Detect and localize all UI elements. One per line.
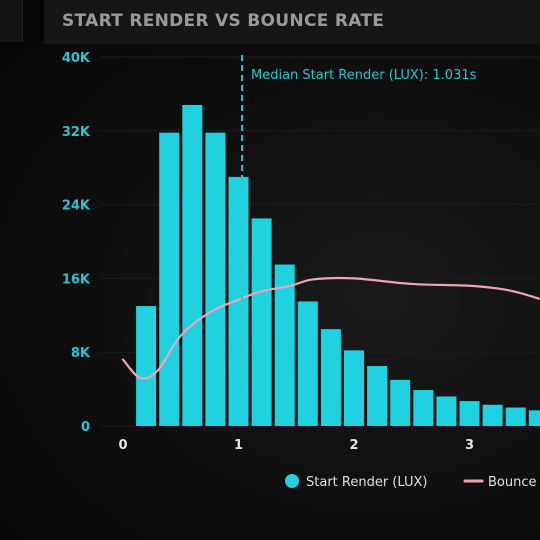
histogram-bar: [228, 176, 249, 426]
line-layer: [121, 276, 540, 380]
histogram-bar: [482, 404, 503, 426]
y-tick-label: 40K: [62, 51, 91, 66]
y-tick-label: 16K: [62, 272, 91, 287]
y-tick-label: 32K: [62, 125, 91, 140]
histogram-bar: [251, 218, 272, 426]
histogram-bar: [344, 350, 364, 426]
left-panel-edge: [0, 0, 23, 42]
histogram-bar: [136, 306, 157, 426]
histogram-bar: [297, 301, 318, 426]
histogram-bar: [205, 132, 226, 426]
axis-layer: 0 8K 16K 24K 32K 40K 0 1 2 3: [62, 51, 474, 453]
y-tick-label: 8K: [71, 346, 91, 361]
histogram-bar: [390, 379, 411, 426]
legend-label-start-render: Start Render (LUX): [306, 475, 427, 490]
legend-label-bounce: Bounce: [488, 475, 537, 490]
histogram-bar: [274, 264, 295, 426]
x-tick-label: 3: [465, 438, 474, 453]
y-tick-label: 0: [81, 420, 90, 435]
histogram-bar: [159, 132, 180, 426]
histogram-bar: [459, 401, 480, 426]
histogram-bar: [182, 104, 203, 426]
histogram-bar: [528, 410, 540, 426]
chart-title: START RENDER VS BOUNCE RATE: [62, 11, 385, 31]
title-bar: [44, 0, 540, 44]
legend: Start Render (LUX) Bounce: [285, 474, 537, 490]
histogram-bar: [413, 390, 434, 426]
bar-layer: [136, 104, 540, 426]
histogram-bar: [505, 407, 526, 426]
annotation-layer: Median Start Render (LUX): 1.031s: [241, 55, 477, 426]
x-tick-label: 0: [118, 438, 127, 453]
y-tick-label: 24K: [62, 199, 91, 214]
legend-swatch-start-render: [285, 474, 299, 488]
x-tick-label: 2: [349, 438, 358, 453]
bounce-rate-line: [121, 276, 540, 380]
x-tick-label: 1: [234, 438, 243, 453]
histogram-bar: [320, 329, 341, 426]
median-annotation-label: Median Start Render (LUX): 1.031s: [251, 68, 477, 83]
histogram-bar: [436, 396, 457, 426]
histogram-bar: [367, 366, 388, 426]
